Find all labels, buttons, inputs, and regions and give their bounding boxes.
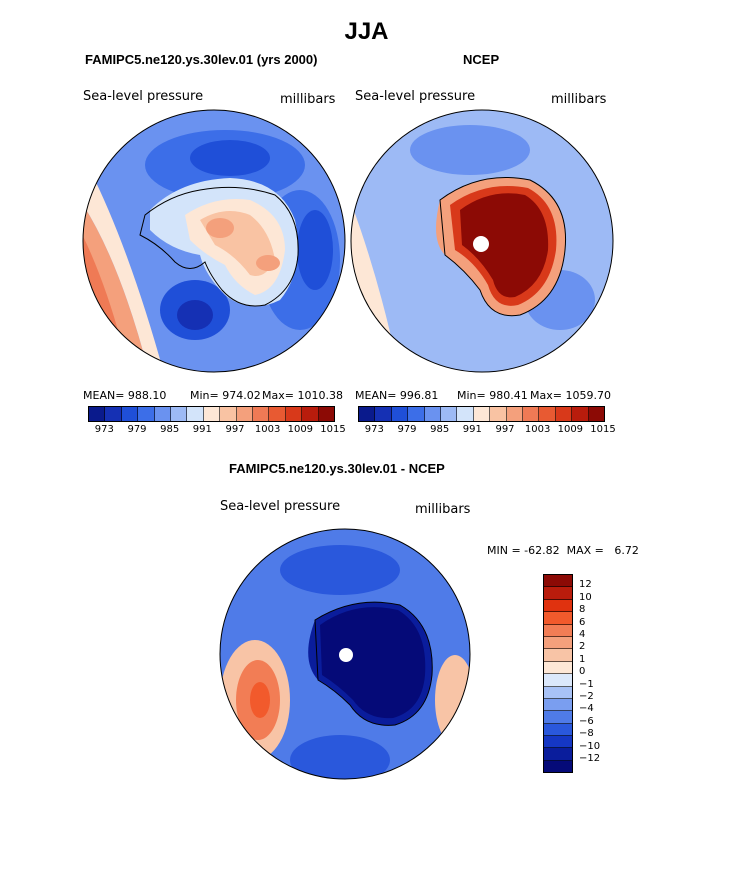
colorbar-swatch [408,407,425,421]
colorbar-obs [358,406,605,422]
colorbar-tick-label: 991 [192,424,212,435]
colorbar-tick-label: 0 [579,666,586,678]
max-label: Max= 1059.70 [530,389,611,402]
colorbar-tick-label: 4 [579,629,586,640]
colorbar-tick-label: 985 [430,424,450,435]
colorbar-swatch [544,674,572,687]
colorbar-swatch [269,407,286,421]
colorbar-swatch [318,407,335,421]
colorbar-swatch [544,661,572,675]
colorbar-swatch [544,599,572,613]
colorbar-swatch [539,407,556,421]
colorbar-swatch [544,587,572,600]
colorbar-tick-label: 985 [160,424,180,435]
colorbar-swatch [544,612,572,625]
colorbar-swatch [544,736,572,749]
colorbar-swatch [187,407,204,421]
min-label: Min= 974.02 [190,389,261,402]
colorbar-tick-label: 997 [495,424,515,435]
colorbar-tick-label: 1015 [320,424,346,435]
colorbar-swatch [544,723,572,737]
colorbar-swatch [253,407,270,421]
mean-label: MEAN= 996.81 [355,389,439,402]
colorbar-tick-label: 997 [225,424,245,435]
units-label: millibars [551,92,607,107]
colorbar-swatch [572,407,589,421]
colorbar-diff [543,574,573,774]
colorbar-tick-label: −10 [579,740,601,752]
colorbar-tick-label: 6 [579,616,586,628]
colorbar-swatch [89,407,106,421]
minmax-label: MIN = -62.82 MAX = 6.72 [487,544,639,557]
colorbar-tick-label: 1009 [557,424,584,435]
colorbar-swatch [544,636,572,650]
max-label: Max= 1010.38 [262,389,343,402]
colorbar-swatch [544,748,572,761]
colorbar-tick-label: 1015 [590,424,616,435]
colorbar-swatch [285,407,303,421]
colorbar-swatch [302,407,319,421]
colorbar-swatch [588,407,605,421]
colorbar-tick-label: 1003 [254,424,281,435]
colorbar-swatch [544,649,572,662]
colorbar-swatch [544,711,572,724]
colorbar-swatch [555,407,573,421]
colorbar-tick-label: −1 [579,678,594,690]
colorbar-swatch [544,698,572,712]
colorbar-tick-label: 979 [127,424,147,435]
colorbar-tick-label: 8 [579,604,586,616]
variable-label: Sea-level pressure [355,89,476,104]
colorbar-swatch [490,407,507,421]
colorbar-swatch [523,407,540,421]
colorbar-swatch [359,407,376,421]
colorbar-swatch [220,407,237,421]
variable-label: Sea-level pressure [220,499,341,514]
colorbar-swatch [236,407,254,421]
colorbar-tick-label: −2 [579,691,594,702]
colorbar-swatch [544,624,572,637]
colorbar-tick-label: −12 [579,753,601,764]
colorbar-tick-label: 979 [397,424,417,435]
colorbar-swatch [121,407,139,421]
colorbar-swatch [457,407,474,421]
colorbar-swatch [203,407,221,421]
colorbar-swatch [441,407,458,421]
units-label: millibars [280,92,336,107]
colorbar-tick-label: −6 [579,715,594,727]
colorbar-swatch [138,407,155,421]
diff-title: FAMIPC5.ne120.ys.30lev.01 - NCEP [229,461,445,476]
colorbar-model [88,406,335,422]
variable-label: Sea-level pressure [83,89,204,104]
colorbar-tick-label: −4 [579,703,594,715]
colorbar-swatch [544,686,572,699]
colorbar-tick-label: 1009 [287,424,314,435]
min-label: Min= 980.41 [457,389,528,402]
colorbar-swatch [544,760,572,773]
colorbar-swatch [506,407,524,421]
colorbar-swatch [391,407,409,421]
colorbar-tick-label: 991 [462,424,482,435]
colorbar-tick-label: 1 [579,653,586,665]
colorbar-tick-label: 12 [579,579,592,591]
colorbar-swatch [171,407,188,421]
colorbar-tick-label: 973 [94,424,114,435]
figure-title: JJA [344,18,389,45]
colorbar-swatch [544,575,572,588]
colorbar-swatch [154,407,172,421]
colorbar-swatch [105,407,122,421]
colorbar-swatch [473,407,491,421]
colorbar-swatch [424,407,442,421]
mean-label: MEAN= 988.10 [83,389,167,402]
colorbar-tick-label: 10 [579,591,592,603]
panel-title-model: FAMIPC5.ne120.ys.30lev.01 (yrs 2000) [85,52,318,67]
colorbar-tick-label: −8 [579,728,594,740]
units-label: millibars [415,502,471,517]
colorbar-swatch [375,407,392,421]
colorbar-tick-label: 1003 [524,424,551,435]
colorbar-tick-label: 973 [364,424,384,435]
colorbar-tick-label: 2 [579,641,586,653]
panel-title-obs: NCEP [463,52,500,67]
